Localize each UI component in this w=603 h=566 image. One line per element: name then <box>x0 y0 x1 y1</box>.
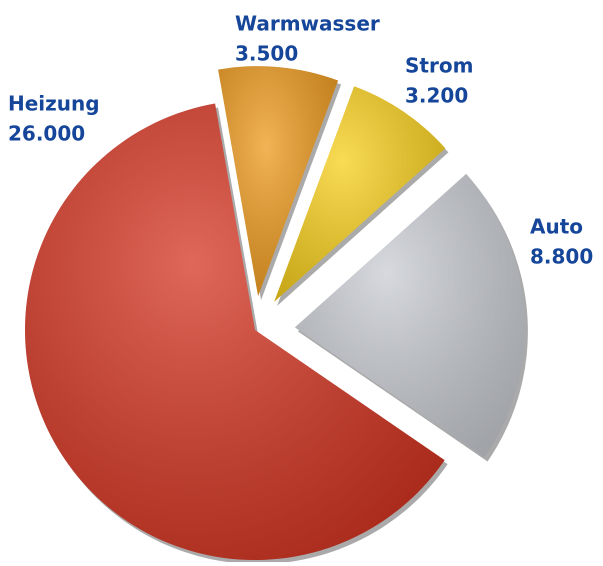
pie-slice-shade <box>274 86 446 302</box>
slice-value: 8.800 <box>530 245 593 269</box>
pie-slice-shade <box>294 173 525 458</box>
slice-value: 3.200 <box>405 84 468 108</box>
slice-value: 26.000 <box>8 122 85 146</box>
slice-label: Auto <box>530 215 583 239</box>
slice-label: Warmwasser <box>235 12 380 36</box>
slice-value: 3.500 <box>235 42 298 66</box>
slice-label: Heizung <box>8 92 100 116</box>
pie-slice-shade <box>24 103 445 561</box>
pie-slice-shade <box>218 66 339 297</box>
slice-label: Strom <box>405 54 473 78</box>
